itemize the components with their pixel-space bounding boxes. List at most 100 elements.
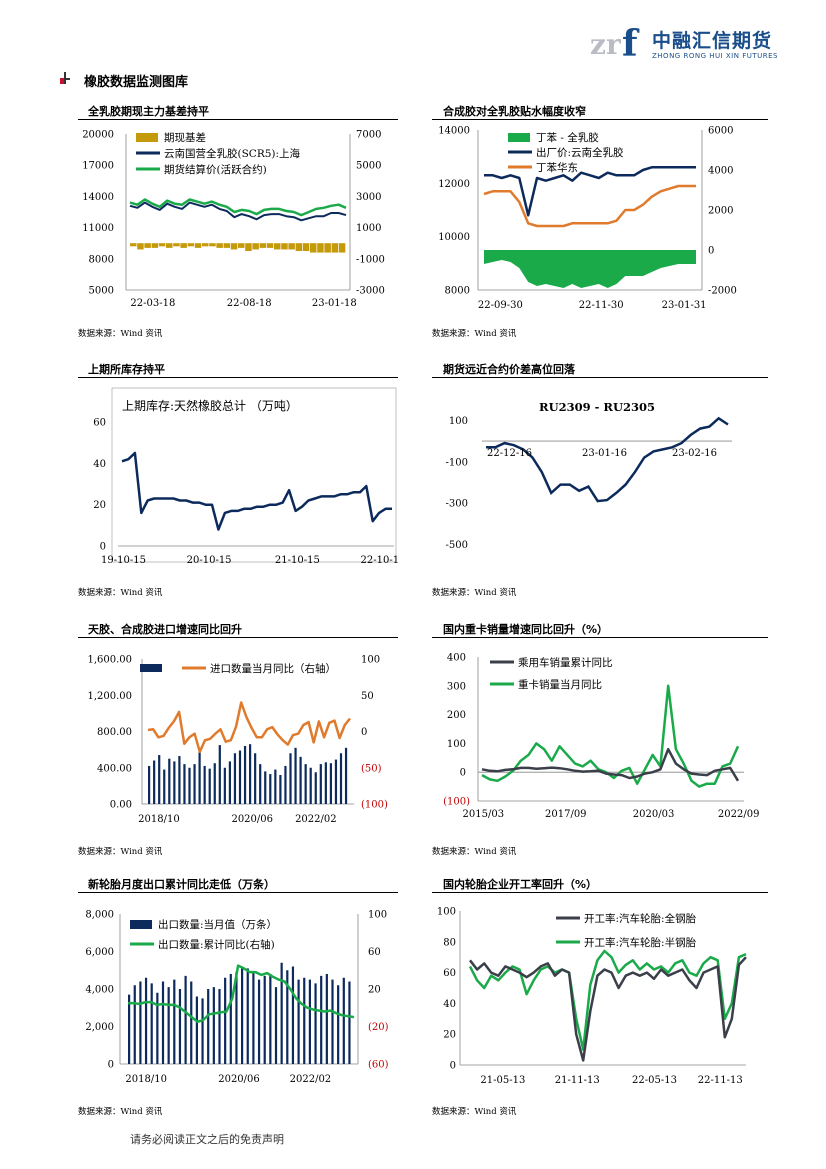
panel-title: 国内重卡销量增速同比回升（%） [443,623,609,636]
import-bar [213,763,216,804]
legend-label: 出口数量:累计同比(右轴) [158,938,275,951]
y-tick-label: 20 [93,500,106,511]
truck-sales-line [481,684,740,788]
export-bar [342,977,345,1064]
x-tick-label: 2018/10 [138,814,180,825]
export-bar [161,981,165,1064]
y2-tick-label: 20 [368,985,381,996]
basis-bar [137,243,144,250]
legend-label: 期现基差 [164,131,206,144]
y-tick-label: 8000 [445,286,470,297]
x-tick-label: 2022/09 [718,809,760,820]
y-tick-label: 11000 [82,223,114,234]
export-bar [133,985,136,1064]
import-bar [279,775,282,804]
legend-swatch [508,133,530,142]
y-tick-label: 200 [447,710,466,721]
legend-label: 乘用车销量累计同比 [518,656,613,669]
basis-bar [223,243,231,248]
y2-tick-label: 0 [708,246,714,257]
y-tick-label: 400.00 [97,763,132,774]
import-bar [284,765,287,804]
source-note: 数据来源：Wind 资讯 [78,588,163,598]
import-bar [168,758,171,804]
source-note: 数据来源：Wind 资讯 [78,329,163,339]
export-bar [314,983,317,1064]
divider [78,377,398,378]
import-bar [269,774,272,804]
divider [432,119,768,120]
x-tick-label: 21-05-13 [480,1075,525,1086]
y-tick-label: (100) [443,797,470,808]
x-tick-label: 22-10-15 [360,555,398,566]
y-tick-label: 2,000 [85,1022,114,1033]
y-tick-label: 40 [443,999,456,1010]
y-tick-label: 14000 [82,192,114,203]
basis-bar [202,243,209,247]
y-tick-label: 1,200.00 [87,691,132,702]
export-bar [156,992,159,1064]
chart-calendar-spread: 100 -100 -300 -500 22-12-16 23-01-16 23-02-16 R… [446,400,732,551]
import-bar [254,753,257,804]
import-bar [324,762,327,804]
section-bullet-icon [60,72,70,84]
y-tick-label: 300 [447,681,466,692]
y2-tick-label: (100) [361,800,388,811]
basis-bar [252,243,259,250]
import-bar [158,755,161,804]
y2-tick-label: 3000 [356,192,381,203]
divider [78,892,398,893]
y2-tick-label: -1000 [356,254,385,265]
y-tick-label: 800.00 [97,727,132,738]
export-bar [139,981,142,1064]
basis-bar [338,243,346,253]
sbr-price-line [483,184,696,228]
svg-text:r: r [606,28,622,61]
panel-title: 合成胶对全乳胶贴水幅度收窄 [443,105,586,118]
import-bar [329,763,332,804]
y-tick-label: 8,000 [85,910,114,921]
y2-tick-label: 5000 [356,161,381,172]
legend-swatch [136,133,158,142]
y-tick-label: 12000 [438,179,470,190]
brand-name-en: ZHONG RONG HUI XIN FUTURES [652,52,778,60]
car-sales-line [481,747,740,782]
import-bar [203,765,206,804]
y-tick-label: 60 [443,968,456,979]
y-tick-label: 0 [460,768,466,779]
y2-tick-label: -3000 [356,286,385,297]
semi-steel-rate-line [468,949,747,1051]
panel-title: 上期所库存持平 [88,363,165,376]
x-tick-label: 23-01-16 [582,448,627,459]
export-bar [348,981,351,1064]
import-bar [289,753,292,804]
y2-tick-label: -2000 [708,286,737,297]
export-bar [235,972,238,1064]
x-tick-label: 22-11-30 [579,300,624,311]
brand-name-cn: 中融汇信期货 [652,30,773,52]
y2-tick-label: (20) [368,1022,389,1033]
panel-title: 天胶、合成胶进口增速同比回升 [88,623,242,636]
x-tick-label: 2020/06 [231,814,273,825]
import-bar [249,744,252,804]
import-bar [344,747,348,804]
y-tick-label: 100 [447,739,466,750]
basis-bar [187,243,195,247]
basis-bar [151,243,159,248]
export-bar [297,979,300,1064]
panel-title: 新轮胎月度出口累计同比走低（万条） [88,878,275,891]
chart-tire-operating-rate: 100 80 60 40 20 0 21-05-13 21-11-13 22-05-13 22-1… [437,907,747,1086]
export-bar [274,987,278,1064]
export-bar [173,979,176,1064]
export-yoy-line [128,964,355,1024]
export-bar [150,983,153,1064]
chart-basis: 20000 17000 14000 11000 8000 5000 7000 5000 3000… [82,130,385,310]
chart-rubber-imports: 1,600.00 1,200.00 800.00 400.00 0.00 100 50 0 (5… [87,655,388,826]
divider [78,637,398,638]
chart-shfe-inventory: 60 40 20 0 19-10-15 20-10-15 21-10-15 22-10-15 上… [93,387,398,566]
import-bar [188,767,191,804]
y-tick-label: 0 [100,542,106,553]
export-bar [224,977,227,1064]
basis-bar [324,243,331,253]
y2-tick-label: 60 [368,947,381,958]
